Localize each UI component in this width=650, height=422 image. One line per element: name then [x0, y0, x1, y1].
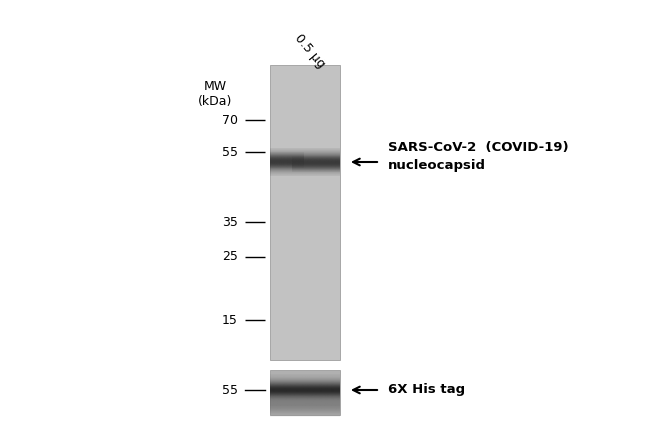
Text: SARS-CoV-2  (COVID-19)
nucleocapsid: SARS-CoV-2 (COVID-19) nucleocapsid	[388, 141, 569, 171]
Bar	[270, 370, 340, 415]
Text: 35: 35	[222, 216, 238, 228]
Text: 70: 70	[222, 114, 238, 127]
Text: 15: 15	[222, 314, 238, 327]
Text: 6X His tag: 6X His tag	[388, 384, 465, 397]
Text: 55: 55	[222, 384, 238, 397]
Text: 25: 25	[222, 251, 238, 263]
Bar	[270, 65, 340, 360]
Text: MW
(kDa): MW (kDa)	[198, 80, 232, 108]
Text: 55: 55	[222, 146, 238, 159]
Text: 0.5 μg: 0.5 μg	[292, 31, 328, 70]
